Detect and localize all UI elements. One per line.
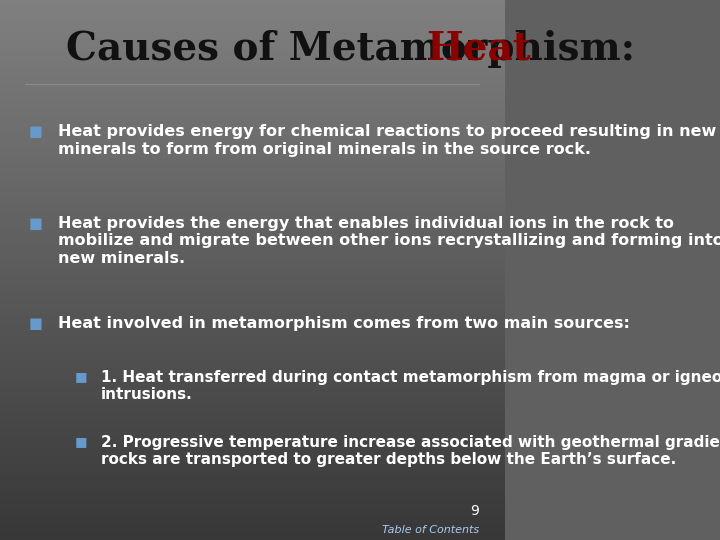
- Text: ■: ■: [28, 124, 42, 139]
- Text: ■: ■: [28, 316, 42, 331]
- Text: ■: ■: [28, 216, 42, 231]
- Text: Table of Contents: Table of Contents: [382, 524, 480, 535]
- Text: 9: 9: [471, 504, 480, 518]
- Text: ■: ■: [74, 370, 87, 383]
- Text: 2. Progressive temperature increase associated with geothermal gradient as
rocks: 2. Progressive temperature increase asso…: [101, 435, 720, 467]
- Text: ■: ■: [74, 435, 87, 448]
- Text: Heat provides the energy that enables individual ions in the rock to
mobilize an: Heat provides the energy that enables in…: [58, 216, 720, 266]
- Text: Causes of Metamorphism:: Causes of Metamorphism:: [66, 30, 648, 68]
- Text: Heat: Heat: [426, 30, 531, 68]
- Text: Heat involved in metamorphism comes from two main sources:: Heat involved in metamorphism comes from…: [58, 316, 630, 331]
- Text: 1. Heat transferred during contact metamorphism from magma or igneous
intrusions: 1. Heat transferred during contact metam…: [101, 370, 720, 402]
- Text: Heat provides energy for chemical reactions to proceed resulting in new
minerals: Heat provides energy for chemical reacti…: [58, 124, 716, 157]
